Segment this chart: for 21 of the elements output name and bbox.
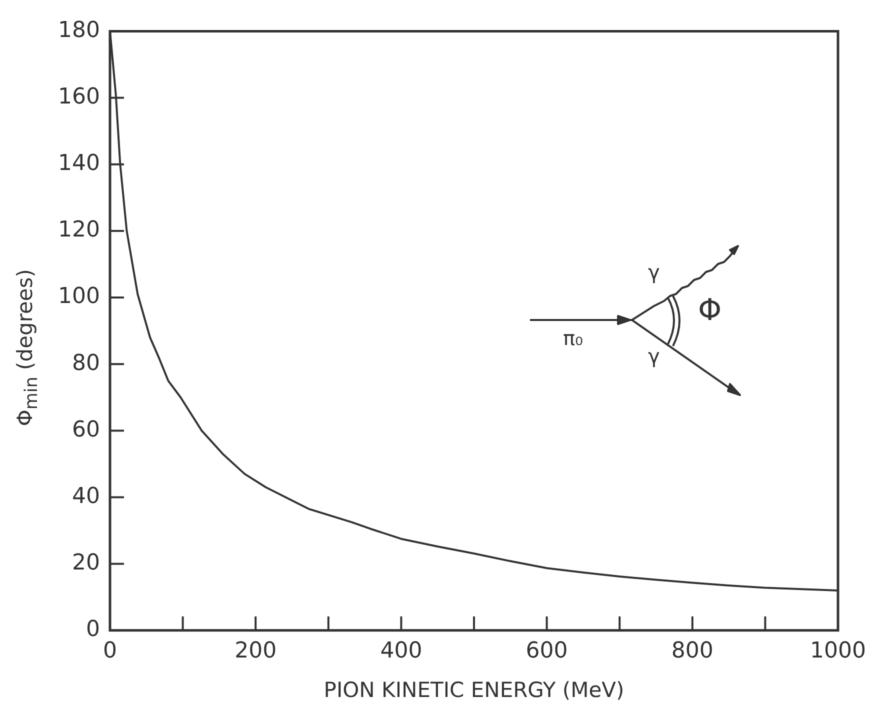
x-tick-label: 200	[234, 638, 277, 664]
x-tick-label: 400	[380, 638, 422, 664]
annotation: γ	[648, 260, 660, 284]
x-tick-label: 800	[671, 638, 714, 664]
y-tick-label: 120	[58, 218, 100, 243]
y-tick-label: 40	[72, 484, 100, 509]
x-tick-label: 0	[102, 638, 117, 664]
y-tick-label: 160	[58, 84, 100, 110]
x-tick-label: 600	[526, 638, 568, 664]
y-tick-label: 60	[72, 417, 100, 442]
annotation: γ	[648, 344, 660, 368]
y-tick-label: 140	[58, 151, 100, 176]
annotation: π₀	[563, 326, 584, 350]
y-tick-label: 0	[86, 617, 100, 642]
y-tick-label: 100	[58, 284, 100, 310]
x-tick-label: 1000	[810, 638, 866, 664]
y-tick-label: 20	[72, 550, 100, 576]
x-axis-title: PION KINETIC ENERGY (MeV)	[324, 678, 624, 702]
y-tick-label: 180	[58, 18, 100, 43]
annotation: Φ	[698, 293, 722, 328]
y-tick-label: 80	[72, 350, 100, 376]
